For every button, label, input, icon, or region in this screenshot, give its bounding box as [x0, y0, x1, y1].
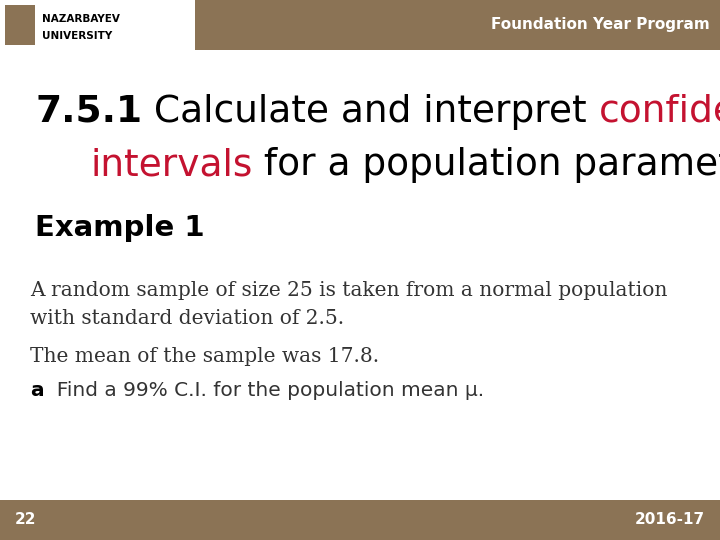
Text: NAZARBAYEV: NAZARBAYEV [42, 14, 120, 24]
Text: 22: 22 [15, 512, 37, 528]
Bar [0, 0, 195, 50]
Text: UNIVERSITY: UNIVERSITY [42, 31, 112, 41]
Text: intervals: intervals [90, 147, 253, 183]
Bar [0, 0, 720, 50]
Text: The mean of the sample was 17.8.: The mean of the sample was 17.8. [30, 347, 379, 366]
Text: a: a [30, 381, 44, 401]
Text: 7.5.1: 7.5.1 [35, 94, 142, 130]
Text: confidence: confidence [598, 94, 720, 130]
Text: Find a 99% C.I. for the population mean μ.: Find a 99% C.I. for the population mean … [44, 381, 484, 401]
Text: with standard deviation of 2.5.: with standard deviation of 2.5. [30, 308, 344, 327]
Text: Foundation Year Program: Foundation Year Program [491, 17, 710, 32]
Text: for a population parameter: for a population parameter [253, 147, 720, 183]
Text: Example 1: Example 1 [35, 214, 204, 242]
Text: 2016-17: 2016-17 [635, 512, 705, 528]
Text: A random sample of size 25 is taken from a normal population: A random sample of size 25 is taken from… [30, 280, 667, 300]
Text: Calculate and interpret: Calculate and interpret [142, 94, 598, 130]
Bar [0, 500, 720, 540]
Bar [5, 5, 35, 45]
